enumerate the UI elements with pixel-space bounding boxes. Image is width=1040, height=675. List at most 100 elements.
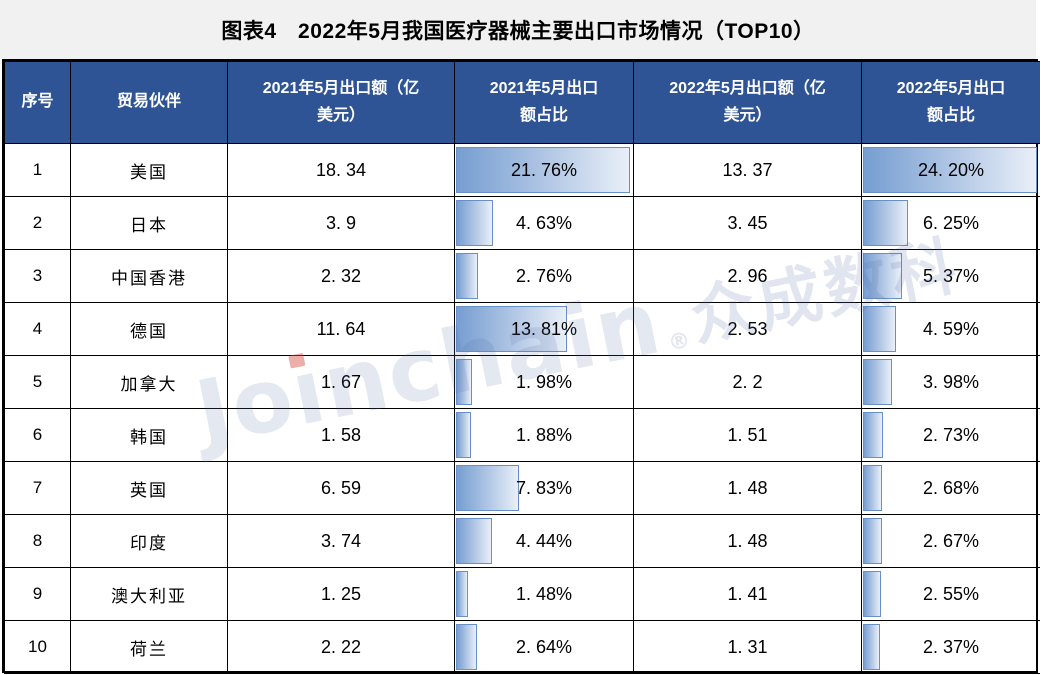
- cell-export-2022: 1. 48: [633, 514, 862, 568]
- cell-export-2022: 2. 96: [633, 249, 862, 303]
- cell-share-2022: 2. 37%: [861, 620, 1040, 674]
- share-2021-databar: [456, 571, 468, 617]
- cell-share-2021: 2. 64%: [454, 620, 634, 674]
- share-2021-databar: [456, 624, 478, 670]
- share-2021-value: 1. 98%: [515, 371, 573, 392]
- cell-partner: 英国: [70, 461, 228, 515]
- table-row: 8 印度 3. 74 4. 44% 1. 48 2. 67%: [4, 514, 1040, 568]
- share-2022-value: 5. 37%: [922, 265, 980, 286]
- cell-share-2021: 4. 44%: [454, 514, 634, 568]
- cell-export-2021: 1. 25: [227, 567, 455, 621]
- share-2022-databar: [863, 359, 892, 405]
- table-row: 7 英国 6. 59 7. 83% 1. 48 2. 68%: [4, 461, 1040, 515]
- share-2022-databar: [863, 147, 1038, 193]
- share-2022-value: 2. 55%: [922, 583, 980, 604]
- cell-partner: 韩国: [70, 408, 228, 462]
- cell-rank: 10: [4, 620, 71, 674]
- share-2021-value: 4. 63%: [515, 212, 573, 233]
- cell-export-2022: 1. 48: [633, 461, 862, 515]
- share-2022-databar: [863, 200, 909, 246]
- data-table: 序号 贸易伙伴 2021年5月出口额（亿 美元） 2021年5月出口 额占比 2…: [4, 61, 1040, 674]
- cell-rank: 2: [4, 196, 71, 250]
- cell-export-2021: 2. 22: [227, 620, 455, 674]
- cell-share-2021: 2. 76%: [454, 249, 634, 303]
- share-2021-value: 7. 83%: [515, 477, 573, 498]
- cell-share-2021: 1. 88%: [454, 408, 634, 462]
- share-2022-value: 2. 67%: [922, 530, 980, 551]
- share-2021-value: 21. 76%: [510, 159, 578, 180]
- share-2022-value: 2. 68%: [922, 477, 980, 498]
- cell-rank: 9: [4, 567, 71, 621]
- cell-export-2022: 1. 41: [633, 567, 862, 621]
- share-2022-databar: [863, 624, 881, 670]
- cell-export-2021: 1. 58: [227, 408, 455, 462]
- cell-share-2022: 4. 59%: [861, 302, 1040, 356]
- cell-rank: 8: [4, 514, 71, 568]
- cell-partner: 美国: [70, 143, 228, 197]
- export-market-table: 序号 贸易伙伴 2021年5月出口额（亿 美元） 2021年5月出口 额占比 2…: [2, 59, 1040, 674]
- header-export-2022: 2022年5月出口额（亿 美元）: [633, 61, 862, 144]
- share-2022-value: 3. 98%: [922, 371, 980, 392]
- cell-rank: 5: [4, 355, 71, 409]
- table-row: 2 日本 3. 9 4. 63% 3. 45 6. 25%: [4, 196, 1040, 250]
- share-2021-databar: [456, 359, 472, 405]
- share-2021-value: 13. 81%: [510, 318, 578, 339]
- share-2022-value: 2. 37%: [922, 636, 980, 657]
- share-2022-databar: [863, 253, 902, 299]
- share-2022-databar: [863, 465, 883, 511]
- cell-share-2022: 3. 98%: [861, 355, 1040, 409]
- cell-partner: 澳大利亚: [70, 567, 228, 621]
- figure-title: 图表4 2022年5月我国医疗器械主要出口市场情况（TOP10）: [221, 19, 815, 43]
- table-row: 6 韩国 1. 58 1. 88% 1. 51 2. 73%: [4, 408, 1040, 462]
- cell-rank: 4: [4, 302, 71, 356]
- share-2021-databar: [456, 465, 519, 511]
- share-2022-databar: [863, 518, 883, 564]
- cell-share-2021: 1. 48%: [454, 567, 634, 621]
- cell-export-2021: 2. 32: [227, 249, 455, 303]
- cell-export-2021: 3. 74: [227, 514, 455, 568]
- cell-share-2022: 2. 55%: [861, 567, 1040, 621]
- cell-export-2022: 1. 31: [633, 620, 862, 674]
- cell-partner: 加拿大: [70, 355, 228, 409]
- cell-export-2021: 1. 67: [227, 355, 455, 409]
- share-2021-databar: [456, 147, 631, 193]
- cell-share-2022: 2. 67%: [861, 514, 1040, 568]
- cell-partner: 印度: [70, 514, 228, 568]
- share-2021-databar: [456, 200, 494, 246]
- cell-share-2022: 5. 37%: [861, 249, 1040, 303]
- cell-share-2022: 24. 20%: [861, 143, 1040, 197]
- cell-export-2021: 3. 9: [227, 196, 455, 250]
- cell-export-2021: 11. 64: [227, 302, 455, 356]
- cell-rank: 1: [4, 143, 71, 197]
- cell-rank: 6: [4, 408, 71, 462]
- share-2022-databar: [863, 412, 883, 458]
- share-2021-value: 2. 76%: [515, 265, 573, 286]
- cell-share-2021: 1. 98%: [454, 355, 634, 409]
- cell-partner: 荷兰: [70, 620, 228, 674]
- cell-export-2022: 3. 45: [633, 196, 862, 250]
- cell-export-2022: 2. 2: [633, 355, 862, 409]
- cell-export-2021: 18. 34: [227, 143, 455, 197]
- header-rank: 序号: [4, 61, 71, 144]
- table-row: 4 德国 11. 64 13. 81% 2. 53 4. 59%: [4, 302, 1040, 356]
- table-row: 5 加拿大 1. 67 1. 98% 2. 2 3. 98%: [4, 355, 1040, 409]
- cell-partner: 德国: [70, 302, 228, 356]
- header-row: 序号 贸易伙伴 2021年5月出口额（亿 美元） 2021年5月出口 额占比 2…: [4, 61, 1040, 144]
- table-row: 1 美国 18. 34 21. 76% 13. 37 24. 20%: [4, 143, 1040, 197]
- share-2022-value: 6. 25%: [922, 212, 980, 233]
- share-2022-value: 2. 73%: [922, 424, 980, 445]
- share-2021-databar: [456, 306, 567, 352]
- share-2021-value: 4. 44%: [515, 530, 573, 551]
- share-2021-value: 2. 64%: [515, 636, 573, 657]
- cell-export-2021: 6. 59: [227, 461, 455, 515]
- table-row: 3 中国香港 2. 32 2. 76% 2. 96 5. 37%: [4, 249, 1040, 303]
- cell-rank: 7: [4, 461, 71, 515]
- cell-rank: 3: [4, 249, 71, 303]
- cell-share-2021: 13. 81%: [454, 302, 634, 356]
- cell-share-2022: 6. 25%: [861, 196, 1040, 250]
- cell-export-2022: 1. 51: [633, 408, 862, 462]
- cell-export-2022: 2. 53: [633, 302, 862, 356]
- share-2021-databar: [456, 412, 472, 458]
- share-2021-databar: [456, 253, 479, 299]
